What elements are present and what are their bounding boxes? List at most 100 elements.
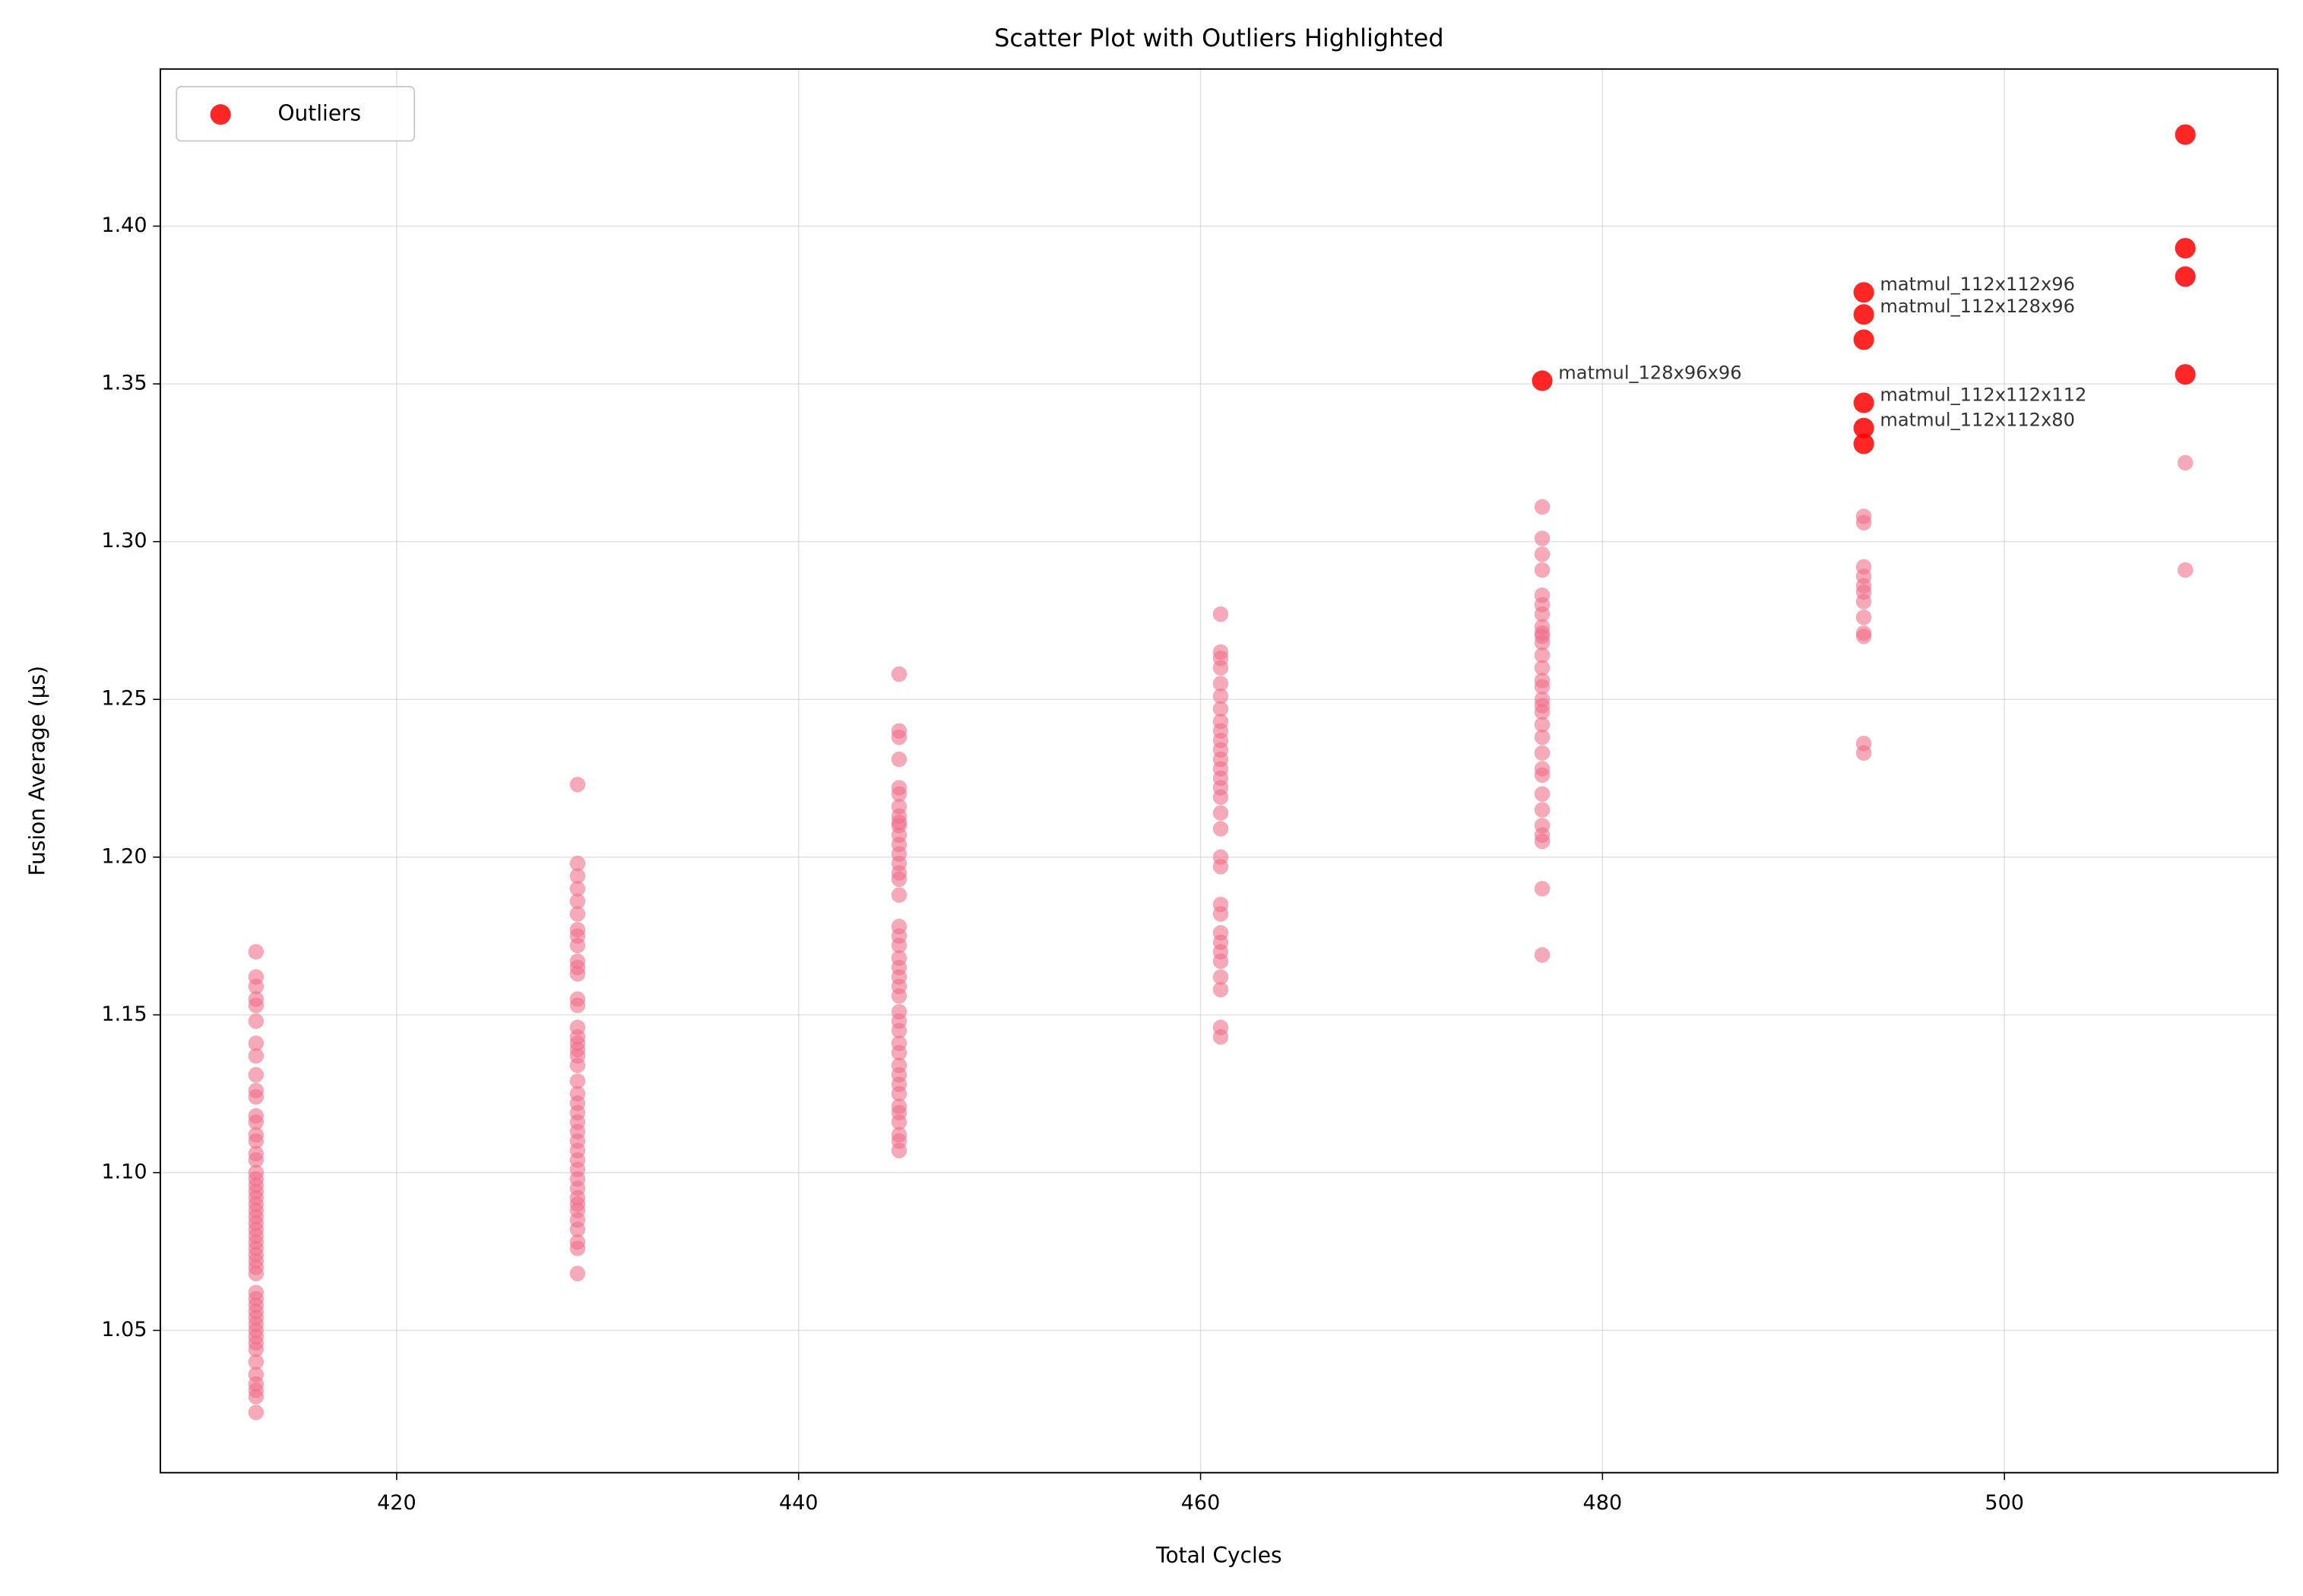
x-tick-label: 460: [1181, 1491, 1221, 1515]
point: [248, 1048, 265, 1064]
point: [1534, 628, 1551, 644]
point: [1534, 562, 1551, 578]
point: [1212, 953, 1229, 970]
point: [248, 1114, 265, 1130]
point: [891, 786, 908, 803]
outlier-point: [1853, 304, 1874, 325]
point: [1855, 515, 1872, 530]
y-axis-label: Fusion Average (µs): [25, 666, 50, 876]
point: [1534, 833, 1551, 850]
point: [1534, 606, 1551, 622]
x-axis-label: Total Cycles: [1155, 1543, 1281, 1568]
annotation: matmul_112x112x80: [1880, 410, 2075, 431]
chart-title: Scatter Plot with Outliers Highlighted: [994, 24, 1444, 52]
point: [891, 729, 908, 746]
point: [248, 1265, 265, 1282]
outlier-point: [1532, 370, 1553, 391]
outlier-point: [1853, 417, 1874, 439]
point: [248, 1404, 265, 1420]
point: [1534, 786, 1551, 803]
annotation: matmul_112x128x96: [1880, 296, 2075, 317]
point: [569, 1073, 586, 1089]
point: [569, 868, 586, 884]
point: [891, 871, 908, 888]
point: [891, 814, 908, 831]
point: [248, 1389, 265, 1404]
point: [1534, 530, 1551, 546]
annotation: matmul_112x112x96: [1880, 274, 2075, 295]
point: [569, 855, 586, 872]
point: [1855, 594, 1872, 610]
point: [569, 1221, 586, 1237]
point: [1534, 947, 1551, 963]
legend-label: Outliers: [278, 101, 362, 126]
point: [1212, 1029, 1229, 1045]
point: [569, 893, 586, 910]
point: [891, 988, 908, 1004]
point: [569, 906, 586, 922]
point: [1534, 717, 1551, 733]
point: [2177, 562, 2194, 578]
y-tick-label: 1.35: [101, 372, 147, 395]
outlier-point: [2175, 364, 2196, 385]
y-tick-label: 1.25: [101, 687, 147, 711]
point: [1534, 729, 1551, 746]
point: [1534, 767, 1551, 784]
point: [248, 1035, 265, 1051]
y-tick-label: 1.30: [101, 529, 147, 553]
point: [1212, 606, 1229, 622]
point: [569, 937, 586, 954]
point: [248, 944, 265, 960]
point: [891, 1114, 908, 1130]
point: [891, 1142, 908, 1159]
point: [248, 1089, 265, 1105]
point: [248, 1013, 265, 1029]
legend-marker: [210, 104, 231, 125]
point: [1212, 701, 1229, 717]
legend-box: [176, 86, 416, 142]
point: [1534, 647, 1551, 663]
point: [569, 881, 586, 897]
point: [1212, 688, 1229, 705]
outlier-point: [2175, 124, 2196, 145]
x-tick-label: 420: [377, 1491, 417, 1515]
point: [569, 966, 586, 982]
point: [248, 1354, 265, 1370]
point: [248, 1341, 265, 1357]
point: [1212, 789, 1229, 806]
x-tick-label: 500: [1985, 1491, 2024, 1515]
point: [1855, 745, 1872, 762]
point: [891, 887, 908, 903]
point: [1534, 881, 1551, 897]
point: [1212, 805, 1229, 821]
point: [569, 997, 586, 1014]
y-tick-label: 1.10: [101, 1160, 147, 1183]
y-tick-label: 1.15: [101, 1002, 147, 1026]
point: [1212, 660, 1229, 676]
point: [2177, 454, 2194, 471]
point: [891, 666, 908, 682]
point: [1212, 906, 1229, 922]
outlier-point: [2175, 238, 2196, 259]
point: [1534, 660, 1551, 676]
point: [891, 969, 908, 985]
y-tick-label: 1.05: [101, 1318, 147, 1341]
annotation: matmul_128x96x96: [1558, 362, 1741, 383]
point: [1534, 679, 1551, 695]
x-tick-label: 440: [779, 1491, 819, 1515]
point: [891, 1044, 908, 1061]
plot-frame: [159, 68, 2279, 1474]
point: [891, 1022, 908, 1039]
point: [248, 1066, 265, 1083]
point: [1212, 969, 1229, 985]
point: [1534, 546, 1551, 562]
point: [569, 1240, 586, 1256]
x-tick-label: 480: [1583, 1491, 1623, 1515]
point: [1855, 610, 1872, 625]
point: [569, 1265, 586, 1282]
y-tick-label: 1.40: [101, 214, 147, 237]
y-tick-label: 1.20: [101, 844, 147, 868]
outlier-point: [1853, 433, 1874, 454]
